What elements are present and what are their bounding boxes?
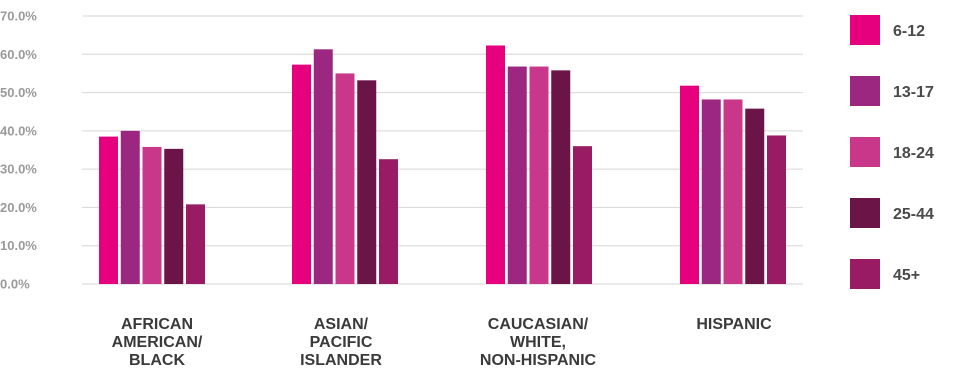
category-label: HISPANIC (696, 316, 772, 333)
bar-6-12-cat1 (292, 64, 311, 284)
legend-label: 45+ (893, 267, 920, 284)
bar-18-24-cat1 (335, 73, 355, 284)
y-tick-label: 50.0% (0, 85, 37, 100)
category-label: BLACK (129, 352, 185, 369)
category-label: NON-HISPANIC (480, 352, 597, 369)
y-tick-label: 20.0% (0, 200, 37, 215)
bar-18-24-cat2 (529, 66, 549, 284)
y-tick-label: 40.0% (0, 123, 37, 138)
legend-label: 25-44 (893, 206, 934, 223)
category-label: CAUCASIAN/ (488, 316, 589, 333)
category-label: AFRICAN (121, 316, 193, 333)
y-tick-label: 0.0% (0, 277, 30, 292)
bar-6-12-cat0 (99, 136, 118, 284)
legend: 6-12 13-17 18-24 25-44 45+ (850, 15, 934, 289)
legend-label: 13-17 (893, 84, 934, 101)
bar-45+-cat1 (379, 159, 398, 284)
bar-18-24-cat0 (142, 146, 162, 284)
category-label: ASIAN/ (314, 316, 369, 333)
bar-6-12-cat3 (680, 85, 699, 285)
y-tick-label: 70.0% (0, 9, 37, 24)
legend-swatch (850, 15, 880, 45)
legend-label: 6-12 (893, 23, 925, 40)
bar-45+-cat0 (186, 204, 205, 284)
bar-25-44-cat0 (164, 148, 184, 284)
bar-6-12-cat2 (486, 45, 505, 285)
y-tick-label: 60.0% (0, 47, 37, 62)
bar-13-17-cat3 (701, 99, 721, 284)
category-label: PACIFIC (310, 334, 373, 351)
bar-25-44-cat3 (745, 108, 765, 284)
bar-45+-cat3 (767, 135, 786, 284)
legend-swatch (850, 137, 880, 167)
bar-13-17-cat1 (313, 49, 333, 285)
bar-18-24-cat3 (723, 99, 743, 284)
category-label: ISLANDER (300, 352, 382, 369)
y-tick-label: 10.0% (0, 238, 37, 253)
bar-25-44-cat2 (551, 70, 571, 284)
bar-45+-cat2 (573, 146, 592, 284)
category-label: WHITE, (510, 334, 566, 351)
category-label: AMERICAN/ (112, 334, 203, 351)
bar-13-17-cat2 (507, 66, 527, 284)
legend-swatch (850, 259, 880, 289)
y-axis-ticks: 0.0% 10.0% 20.0% 30.0% 40.0% 50.0% 60.0% 70.0% (0, 9, 37, 292)
bar-13-17-cat0 (120, 130, 140, 284)
legend-swatch (850, 76, 880, 106)
bars (99, 45, 786, 285)
y-tick-label: 30.0% (0, 162, 37, 177)
bar-25-44-cat1 (357, 80, 377, 284)
legend-label: 18-24 (893, 145, 934, 162)
legend-swatch (850, 198, 880, 228)
